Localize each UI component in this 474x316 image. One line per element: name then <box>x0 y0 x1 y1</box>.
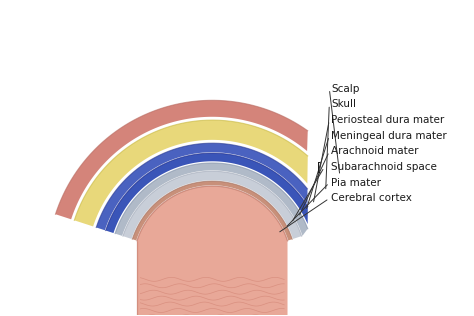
Polygon shape <box>115 234 122 236</box>
Text: Arachnoid mater: Arachnoid mater <box>331 146 419 156</box>
Text: Skull: Skull <box>331 100 356 109</box>
Polygon shape <box>123 171 301 239</box>
Polygon shape <box>55 214 71 219</box>
Polygon shape <box>137 186 288 316</box>
Text: Subarachnoid space: Subarachnoid space <box>331 162 437 172</box>
Polygon shape <box>96 228 105 230</box>
Polygon shape <box>55 100 308 219</box>
Polygon shape <box>74 220 93 227</box>
Polygon shape <box>74 120 308 227</box>
Polygon shape <box>115 163 308 236</box>
Text: Pia mater: Pia mater <box>331 178 381 188</box>
Text: Scalp: Scalp <box>331 84 359 94</box>
Text: Meningeal dura mater: Meningeal dura mater <box>331 131 447 141</box>
Polygon shape <box>123 236 131 239</box>
Polygon shape <box>106 153 308 233</box>
Polygon shape <box>132 239 136 240</box>
Text: Periosteal dura mater: Periosteal dura mater <box>331 115 444 125</box>
Polygon shape <box>132 181 292 240</box>
Text: Cerebral cortex: Cerebral cortex <box>331 193 412 204</box>
Polygon shape <box>106 230 113 233</box>
Polygon shape <box>96 143 308 230</box>
Text: [: [ <box>317 161 322 173</box>
